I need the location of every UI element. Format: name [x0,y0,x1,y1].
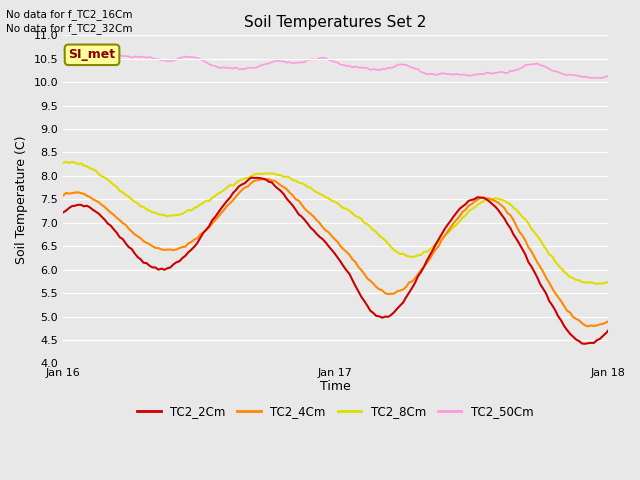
Text: SI_met: SI_met [68,48,116,61]
Y-axis label: Soil Temperature (C): Soil Temperature (C) [15,135,28,264]
Legend: TC2_2Cm, TC2_4Cm, TC2_8Cm, TC2_50Cm: TC2_2Cm, TC2_4Cm, TC2_8Cm, TC2_50Cm [132,401,538,423]
Text: No data for f_TC2_16Cm: No data for f_TC2_16Cm [6,9,133,20]
Title: Soil Temperatures Set 2: Soil Temperatures Set 2 [244,15,426,30]
X-axis label: Time: Time [320,380,351,393]
Text: No data for f_TC2_32Cm: No data for f_TC2_32Cm [6,23,133,34]
